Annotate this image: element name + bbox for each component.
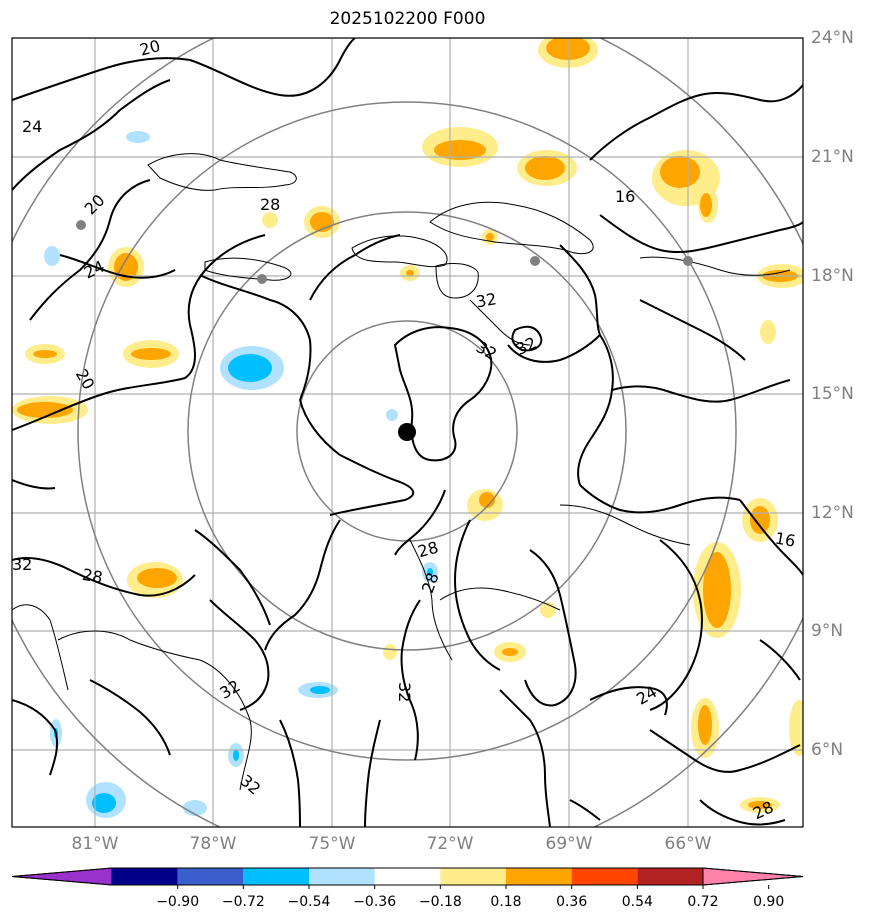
map-frame [11, 37, 804, 828]
lat-label: 12°N [811, 503, 854, 523]
colorbar-tick-label: −0.18 [418, 894, 462, 910]
lon-label: 78°W [189, 834, 237, 854]
colorbar-segment [243, 868, 309, 885]
colorbar-outline [11, 867, 804, 886]
lat-label: 6°N [811, 740, 844, 760]
contour-label: 20 [138, 36, 163, 60]
colorbar-segment [112, 868, 178, 885]
colorbar-segment [571, 868, 638, 885]
colorbar-tick-label: 0.18 [490, 894, 522, 910]
colorbar-segment [440, 868, 506, 885]
colorbar [11, 867, 804, 889]
lat-label: 15°N [811, 384, 854, 404]
colorbar-tick-label: −0.72 [221, 894, 265, 910]
colorbar-tick-label: 0.72 [687, 894, 719, 910]
lat-label: 24°N [811, 28, 854, 48]
colorbar-segment [177, 868, 244, 885]
colorbar-tick-label: 0.90 [753, 894, 785, 910]
colorbar-extend-high [702, 867, 804, 886]
map-title: 2025102200 F000 [329, 9, 486, 29]
contour-label: 32 [395, 682, 414, 702]
contour-label: 16 [774, 528, 797, 550]
contour-label: 24 [22, 117, 42, 136]
station-markers [76, 220, 693, 284]
contour-label: 32 [475, 289, 498, 311]
colorbar-tick-label: −0.36 [353, 894, 397, 910]
contour-label: 32 [12, 555, 32, 574]
colorbar-segment [374, 868, 441, 885]
colorbar-tick-label: −0.54 [287, 894, 331, 910]
colorbar-tick-label: 0.54 [621, 894, 653, 910]
colorbar-segment [637, 868, 703, 885]
contour-label: 28 [260, 195, 280, 214]
lon-label: 72°W [426, 834, 474, 854]
lon-label: 69°W [545, 834, 593, 854]
colorbar-extend-low [11, 867, 113, 886]
contour-label: 16 [615, 187, 635, 206]
storm-center-marker [398, 423, 416, 441]
lon-label: 66°W [664, 834, 712, 854]
lon-label: 81°W [71, 834, 119, 854]
graticule [12, 38, 803, 827]
colorbar-tick-label: −0.90 [156, 894, 200, 910]
contour-label: 28 [81, 565, 104, 587]
lat-label: 9°N [811, 621, 844, 641]
colorbar-segment [506, 868, 572, 885]
shaded-fields [12, 38, 803, 818]
range-rings [12, 38, 803, 827]
colorbar-tick-label: 0.36 [556, 894, 588, 910]
lat-label: 21°N [811, 147, 854, 167]
colorbar-segment [309, 868, 375, 885]
lat-label: 18°N [811, 266, 854, 286]
contour-label: 28 [416, 538, 441, 562]
contours [12, 38, 803, 827]
lon-label: 75°W [308, 834, 356, 854]
coastlines [12, 153, 791, 791]
